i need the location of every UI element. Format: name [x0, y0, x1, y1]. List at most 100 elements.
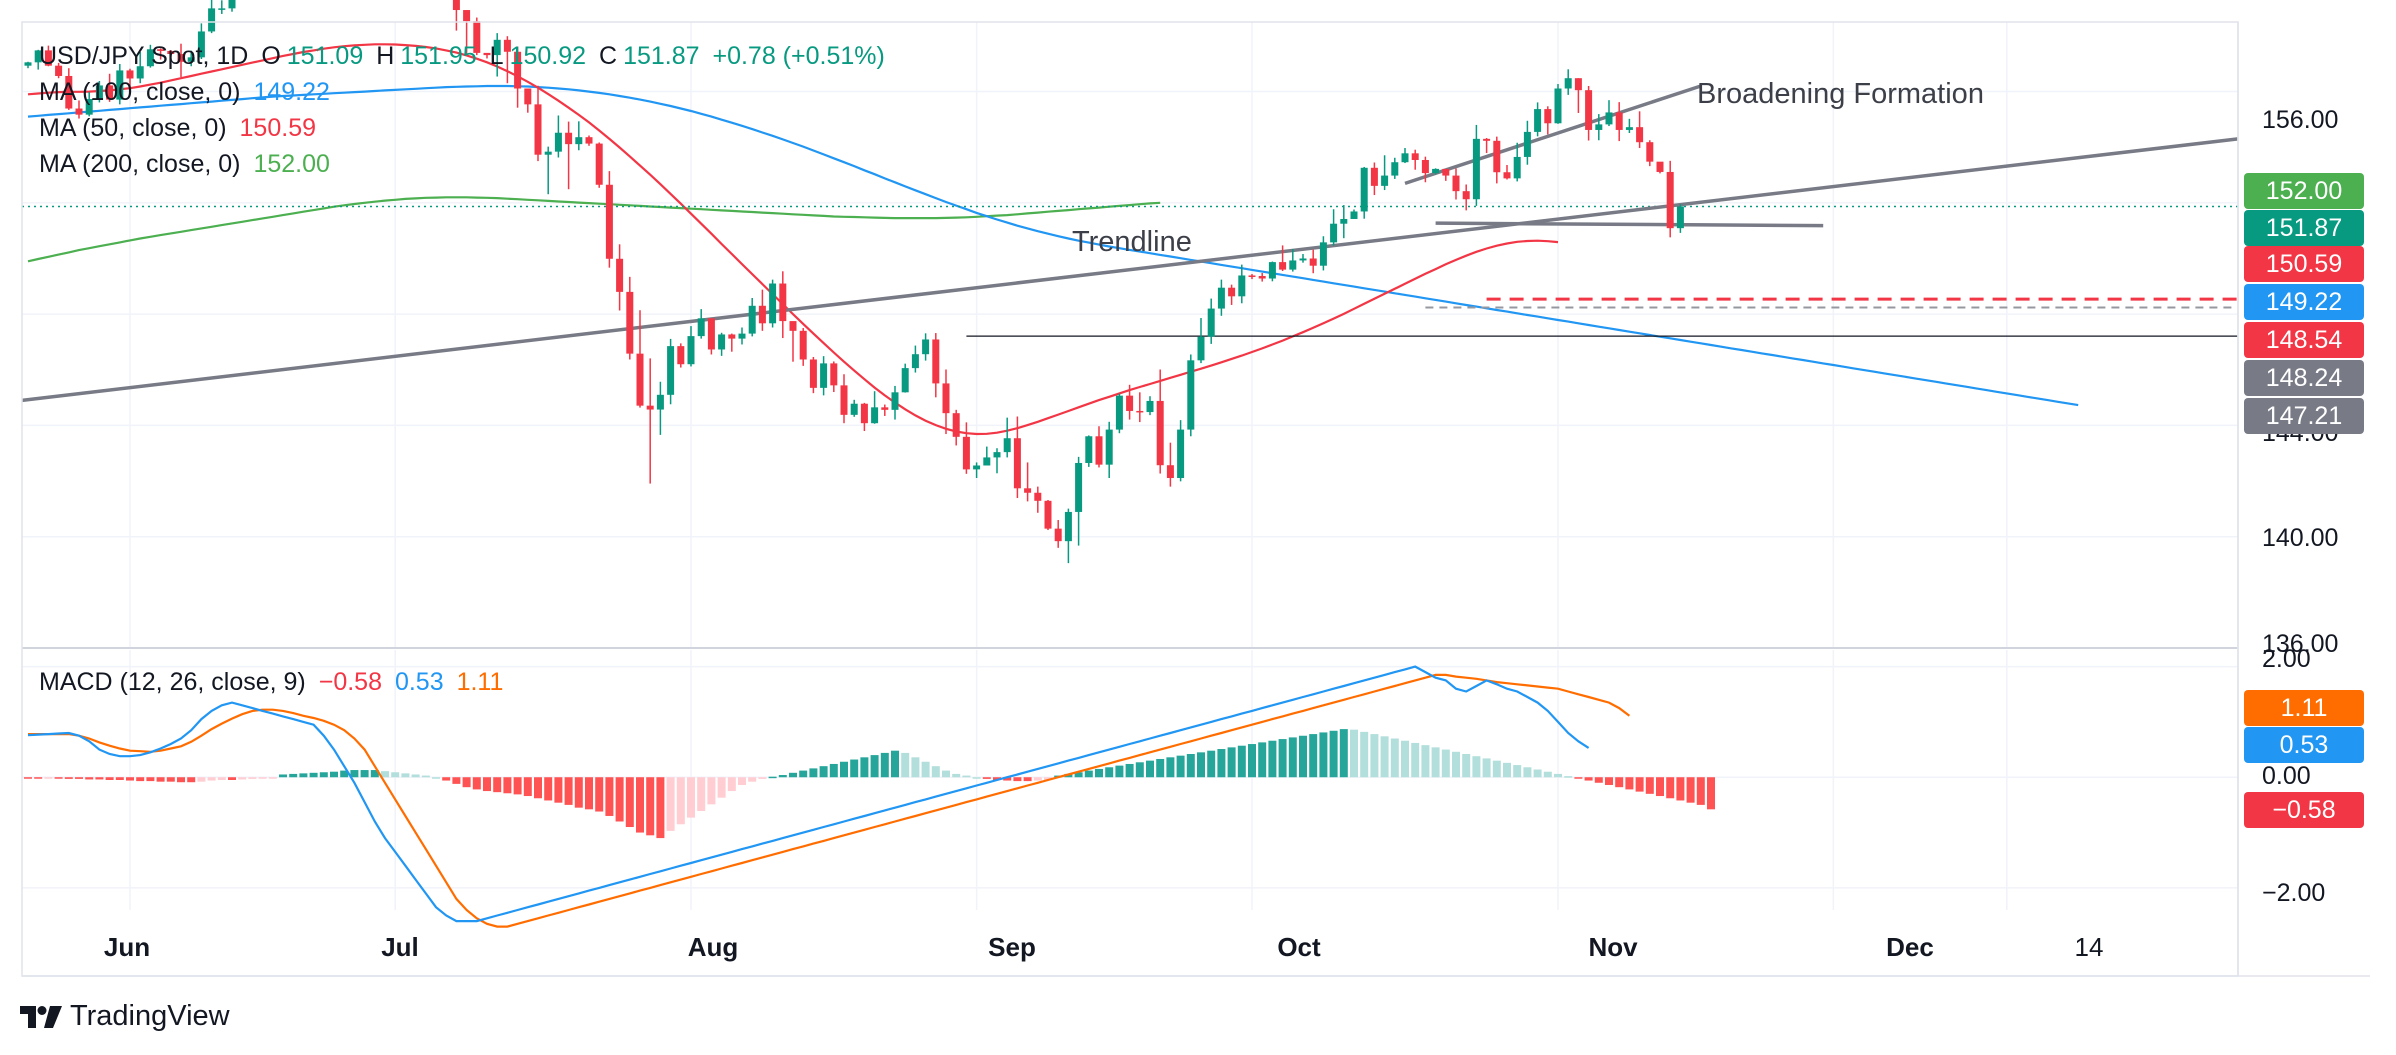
macd-hist-bar [1411, 742, 1420, 778]
candle [1544, 109, 1552, 124]
candle [1493, 140, 1501, 173]
candle [942, 383, 950, 414]
legend-ma200[interactable]: MA (200, close, 0) 152.00 [39, 150, 336, 179]
candle [1391, 162, 1399, 176]
candle [24, 62, 32, 66]
candle [1299, 258, 1307, 261]
legend-symbol[interactable]: USD/JPY Spot, 1D [39, 42, 249, 70]
ma50-line [27, 43, 1559, 436]
macd-hist-bar [829, 763, 838, 778]
tradingview-icon [20, 1005, 62, 1028]
macd-hist-bar [187, 777, 196, 783]
candle [667, 346, 675, 395]
macd-hist-bar [1084, 770, 1093, 778]
candle [911, 354, 919, 369]
candle [95, 85, 103, 100]
macd-hist-bar [1584, 777, 1593, 781]
macd-hist-bar [962, 775, 971, 778]
macd-hist-bar [758, 777, 767, 779]
macd-hist-bar [1554, 773, 1562, 778]
candle [1585, 90, 1593, 130]
macd-hist-bar [197, 777, 206, 782]
candle [1360, 167, 1368, 212]
tradingview-logo[interactable]: TradingView [20, 1000, 230, 1033]
macd-hist-bar [1452, 751, 1460, 778]
macd-hist-bar [707, 777, 716, 805]
broadening-lower-line [1435, 221, 1824, 228]
candle [1289, 260, 1297, 270]
macd-hist-bar [1564, 776, 1573, 778]
legend-macd-hist: −0.58 [318, 668, 382, 696]
legend-ma50[interactable]: MA (50, close, 0) 150.59 [39, 114, 322, 143]
candle [1207, 308, 1215, 337]
legend-macd[interactable]: MACD (12, 26, close, 9) −0.58 0.53 1.11 [39, 668, 509, 697]
candle [932, 339, 940, 384]
candle [544, 151, 552, 155]
macd-hist-bar [1401, 740, 1409, 778]
macd-hist-bar [340, 770, 349, 778]
candle [1503, 172, 1511, 179]
macd-hist-bar [279, 774, 287, 778]
macd-hist-bar [738, 777, 746, 785]
broadening-formation-label: Broadening Formation [1697, 78, 1984, 110]
candle [881, 407, 889, 410]
candle [452, 0, 460, 11]
candle [187, 57, 195, 62]
macd-hist-bar [605, 777, 614, 816]
macd-hist-bar [330, 771, 338, 778]
macd-line [27, 665, 1590, 923]
candle [605, 184, 613, 259]
macd-hist-bar [982, 777, 991, 779]
macd-hist-bar [432, 777, 440, 779]
candle [1340, 218, 1348, 224]
macd-axis-label: 2.00 [2262, 645, 2311, 673]
macd-badge-macd: 0.53 [2244, 727, 2364, 763]
macd-hist-bar [993, 777, 1001, 780]
macd-hist-bar [156, 777, 165, 782]
candle [799, 330, 807, 360]
macd-hist-bar [1115, 765, 1124, 778]
candle [687, 336, 695, 365]
candle [1666, 171, 1674, 229]
candle [1523, 131, 1531, 157]
macd-hist-bar [34, 777, 43, 779]
candle [473, 21, 481, 53]
macd-hist-bar [105, 777, 114, 780]
candle [738, 333, 746, 339]
candle [1146, 400, 1154, 413]
macd-hist-bar [1146, 760, 1154, 778]
candle [1248, 275, 1256, 277]
macd-hist-bar [1625, 777, 1634, 790]
legend-high-label: H [376, 42, 395, 70]
candle [860, 403, 868, 424]
legend-high: 151.95 [400, 42, 477, 70]
candle [1238, 275, 1246, 297]
candle [1370, 167, 1378, 186]
legend-ma100[interactable]: MA (100, close, 0) 149.22 [39, 78, 336, 107]
candle [1615, 112, 1623, 130]
macd-hist-bar [1319, 732, 1328, 778]
candle [44, 50, 52, 66]
candle [1401, 153, 1409, 163]
candle [769, 283, 777, 324]
macd-hist-bar [1472, 756, 1481, 778]
legend-low-label: L [489, 42, 504, 70]
candle [1513, 156, 1521, 179]
price-badge-ma100: 149.22 [2244, 284, 2364, 320]
candle [1411, 153, 1419, 160]
macd-hist-bar [931, 766, 940, 778]
candle [1534, 109, 1542, 132]
price-badge-close: 151.87 [2244, 210, 2364, 246]
macd-hist-bar [1217, 749, 1226, 778]
candle [656, 394, 664, 410]
candle [1605, 112, 1613, 125]
candle [1676, 206, 1684, 229]
macd-hist-bar [1635, 777, 1644, 792]
macd-hist-bar [452, 777, 461, 784]
macd-hist-bar [523, 777, 532, 797]
macd-hist-bar [442, 777, 451, 781]
macd-hist-bar [554, 777, 563, 803]
time-axis-label: 14 [2074, 932, 2104, 962]
macd-hist-bar [687, 777, 695, 818]
